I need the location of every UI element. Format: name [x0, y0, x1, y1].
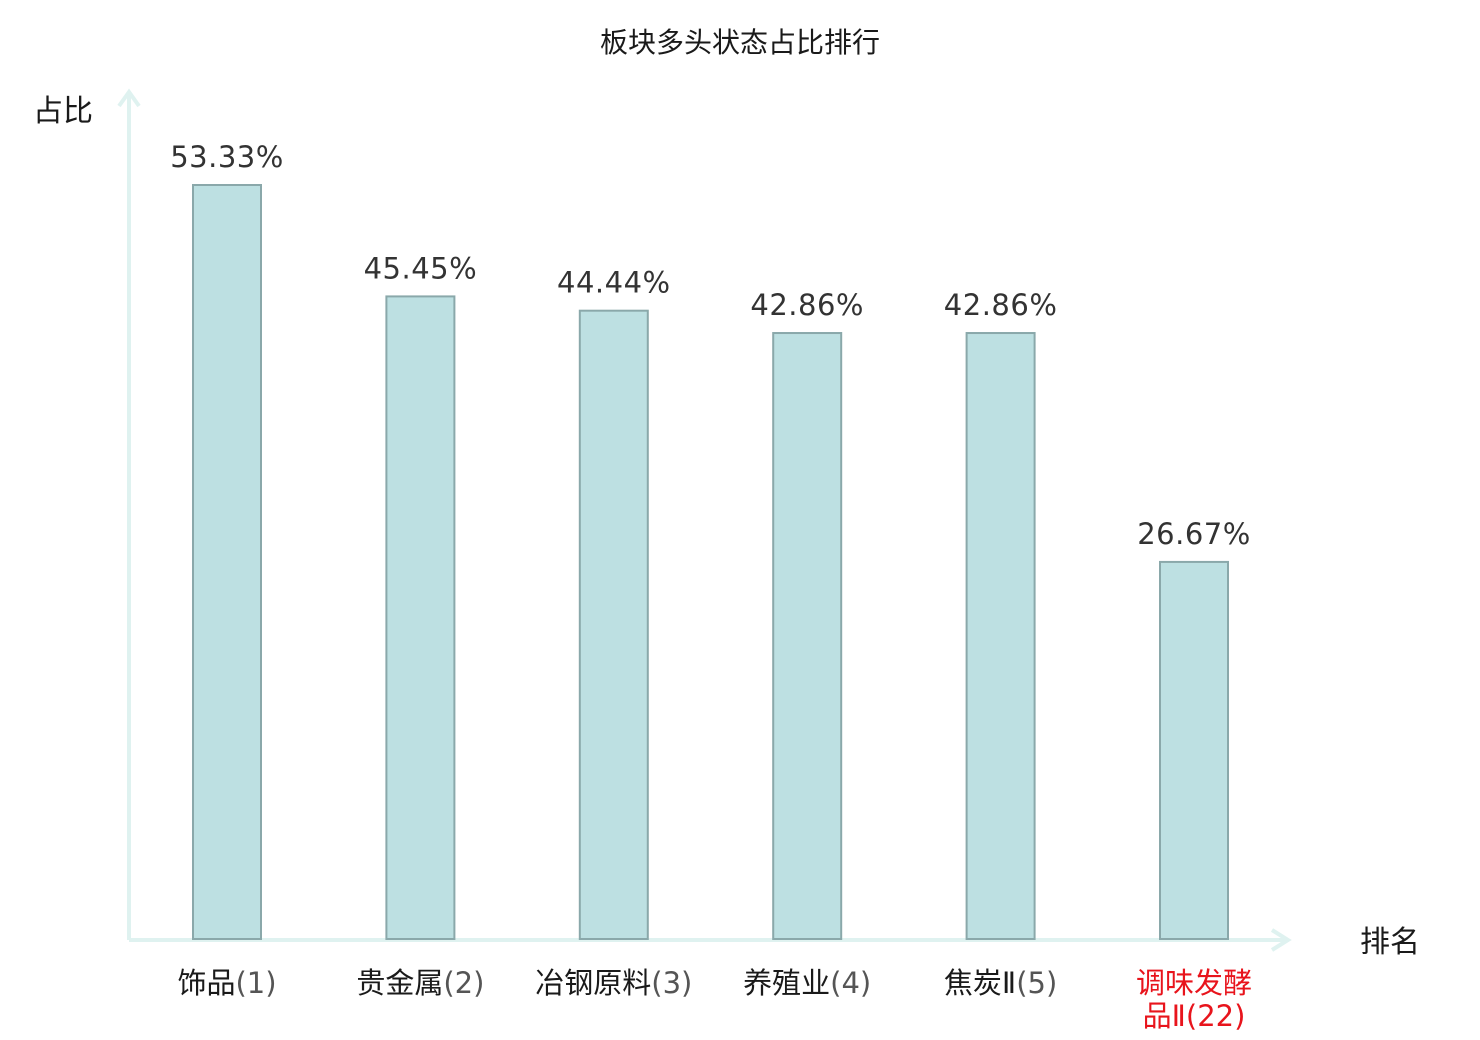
value-label-4: 42.86%	[750, 288, 864, 322]
x-axis-label: 排名	[1360, 925, 1420, 960]
bar-5	[965, 332, 1036, 940]
category-label-6: 调味发酵品Ⅱ(22)	[1136, 966, 1252, 1033]
bar-6	[1159, 560, 1229, 940]
value-label-2: 45.45%	[364, 251, 478, 285]
bar-1	[192, 184, 262, 940]
category-label-2: 贵金属(2)	[356, 966, 484, 1000]
y-axis-label: 占比	[33, 94, 93, 129]
value-label-5: 42.86%	[944, 288, 1058, 322]
bar-series	[192, 184, 1229, 940]
y-axis-arrow-icon	[117, 88, 141, 108]
category-labels: 饰品(1) 贵金属(2) 冶钢原料(3) 养殖业(4) 焦炭Ⅱ(5) 调味发酵品Ⅱ(22)	[177, 966, 1252, 1033]
category-label-3: 冶钢原料(3)	[535, 966, 692, 1000]
bar-4	[772, 332, 843, 940]
value-label-6: 26.67%	[1137, 517, 1251, 551]
category-label-1: 饰品(1)	[177, 966, 276, 1000]
category-label-5: 焦炭Ⅱ(5)	[944, 966, 1057, 1000]
x-axis-arrow-icon	[1270, 928, 1292, 952]
bar-2	[385, 295, 456, 940]
value-label-1: 53.33%	[170, 140, 284, 174]
value-labels: 53.33% 45.45% 44.44% 42.86% 42.86% 26.67%	[170, 140, 1251, 551]
value-label-3: 44.44%	[557, 266, 671, 300]
axes	[117, 88, 1292, 952]
chart-title: 板块多头状态占比排行	[600, 26, 880, 59]
category-label-4: 养殖业(4)	[743, 966, 871, 1000]
bar-3	[578, 309, 649, 940]
